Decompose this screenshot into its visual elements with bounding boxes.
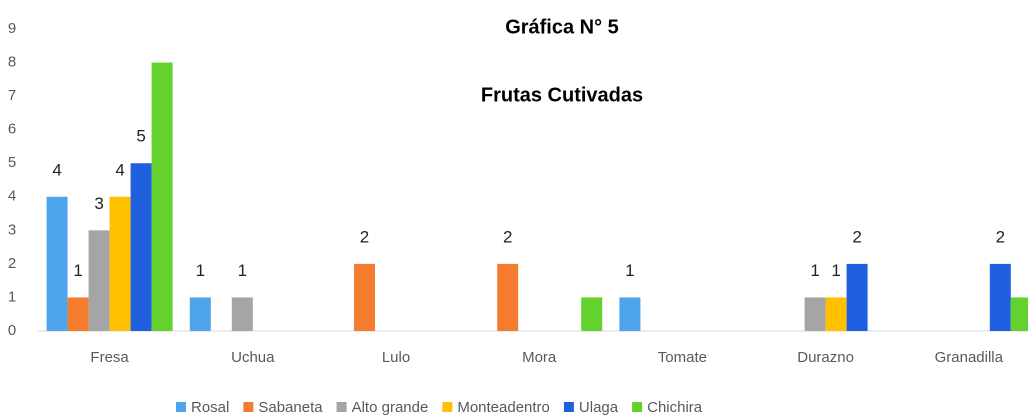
bar	[231, 297, 253, 331]
bar	[67, 297, 89, 331]
data-label: 1	[238, 261, 247, 280]
y-tick-label: 0	[8, 322, 16, 339]
data-label: 3	[94, 194, 103, 213]
bar	[189, 297, 211, 331]
data-label: 2	[996, 227, 1005, 246]
legend-swatch	[442, 402, 453, 412]
data-label: 4	[115, 160, 124, 179]
bar	[989, 263, 1011, 331]
bar	[619, 297, 641, 331]
x-tick-label: Lulo	[382, 349, 410, 366]
y-tick-label: 2	[8, 255, 16, 272]
y-tick-label: 9	[8, 20, 16, 37]
bar	[846, 263, 868, 331]
data-label: 1	[810, 261, 819, 280]
y-tick-label: 6	[8, 121, 16, 138]
y-tick-label: 1	[8, 288, 16, 305]
bar	[825, 297, 847, 331]
legend-label: Rosal	[191, 399, 229, 416]
bar	[151, 62, 173, 332]
legend-label: Ulaga	[579, 399, 619, 416]
legend-label: Alto grande	[352, 399, 429, 416]
bar	[88, 230, 110, 331]
data-label: 2	[360, 227, 369, 246]
legend-label: Chichira	[647, 399, 703, 416]
x-tick-label: Mora	[522, 349, 557, 366]
chart-title: Gráfica N° 5	[505, 16, 619, 38]
y-tick-label: 4	[8, 188, 16, 205]
bar	[1010, 297, 1028, 331]
data-label: 5	[136, 127, 145, 146]
y-tick-label: 5	[8, 154, 16, 171]
y-tick-label: 3	[8, 221, 16, 238]
x-tick-label: Durazno	[797, 349, 854, 366]
bar	[581, 297, 603, 331]
legend-label: Monteadentro	[457, 399, 550, 416]
bar	[804, 297, 826, 331]
x-tick-label: Tomate	[658, 349, 707, 366]
legend-swatch	[563, 402, 574, 412]
x-tick-label: Uchua	[231, 349, 275, 366]
legend-swatch	[243, 402, 254, 412]
legend-swatch	[176, 402, 186, 412]
bar	[497, 263, 519, 331]
legend-swatch	[632, 402, 643, 412]
bar	[109, 196, 131, 331]
bar	[354, 263, 375, 331]
data-label: 1	[625, 261, 634, 280]
x-tick-label: Fresa	[90, 349, 129, 366]
bar	[130, 163, 152, 331]
x-tick-label: Granadilla	[935, 349, 1004, 366]
y-tick-label: 7	[8, 87, 16, 104]
data-label: 2	[852, 227, 861, 246]
legend-swatch	[336, 402, 347, 412]
bar	[46, 196, 68, 331]
data-label: 1	[831, 261, 840, 280]
y-tick-label: 8	[8, 54, 16, 71]
data-label: 4	[52, 160, 61, 179]
legend-label: Sabaneta	[258, 399, 323, 416]
data-label: 2	[503, 227, 512, 246]
data-label: 1	[73, 261, 82, 280]
data-label: 1	[196, 261, 205, 280]
chart-subtitle: Frutas Cutivadas	[481, 84, 643, 106]
